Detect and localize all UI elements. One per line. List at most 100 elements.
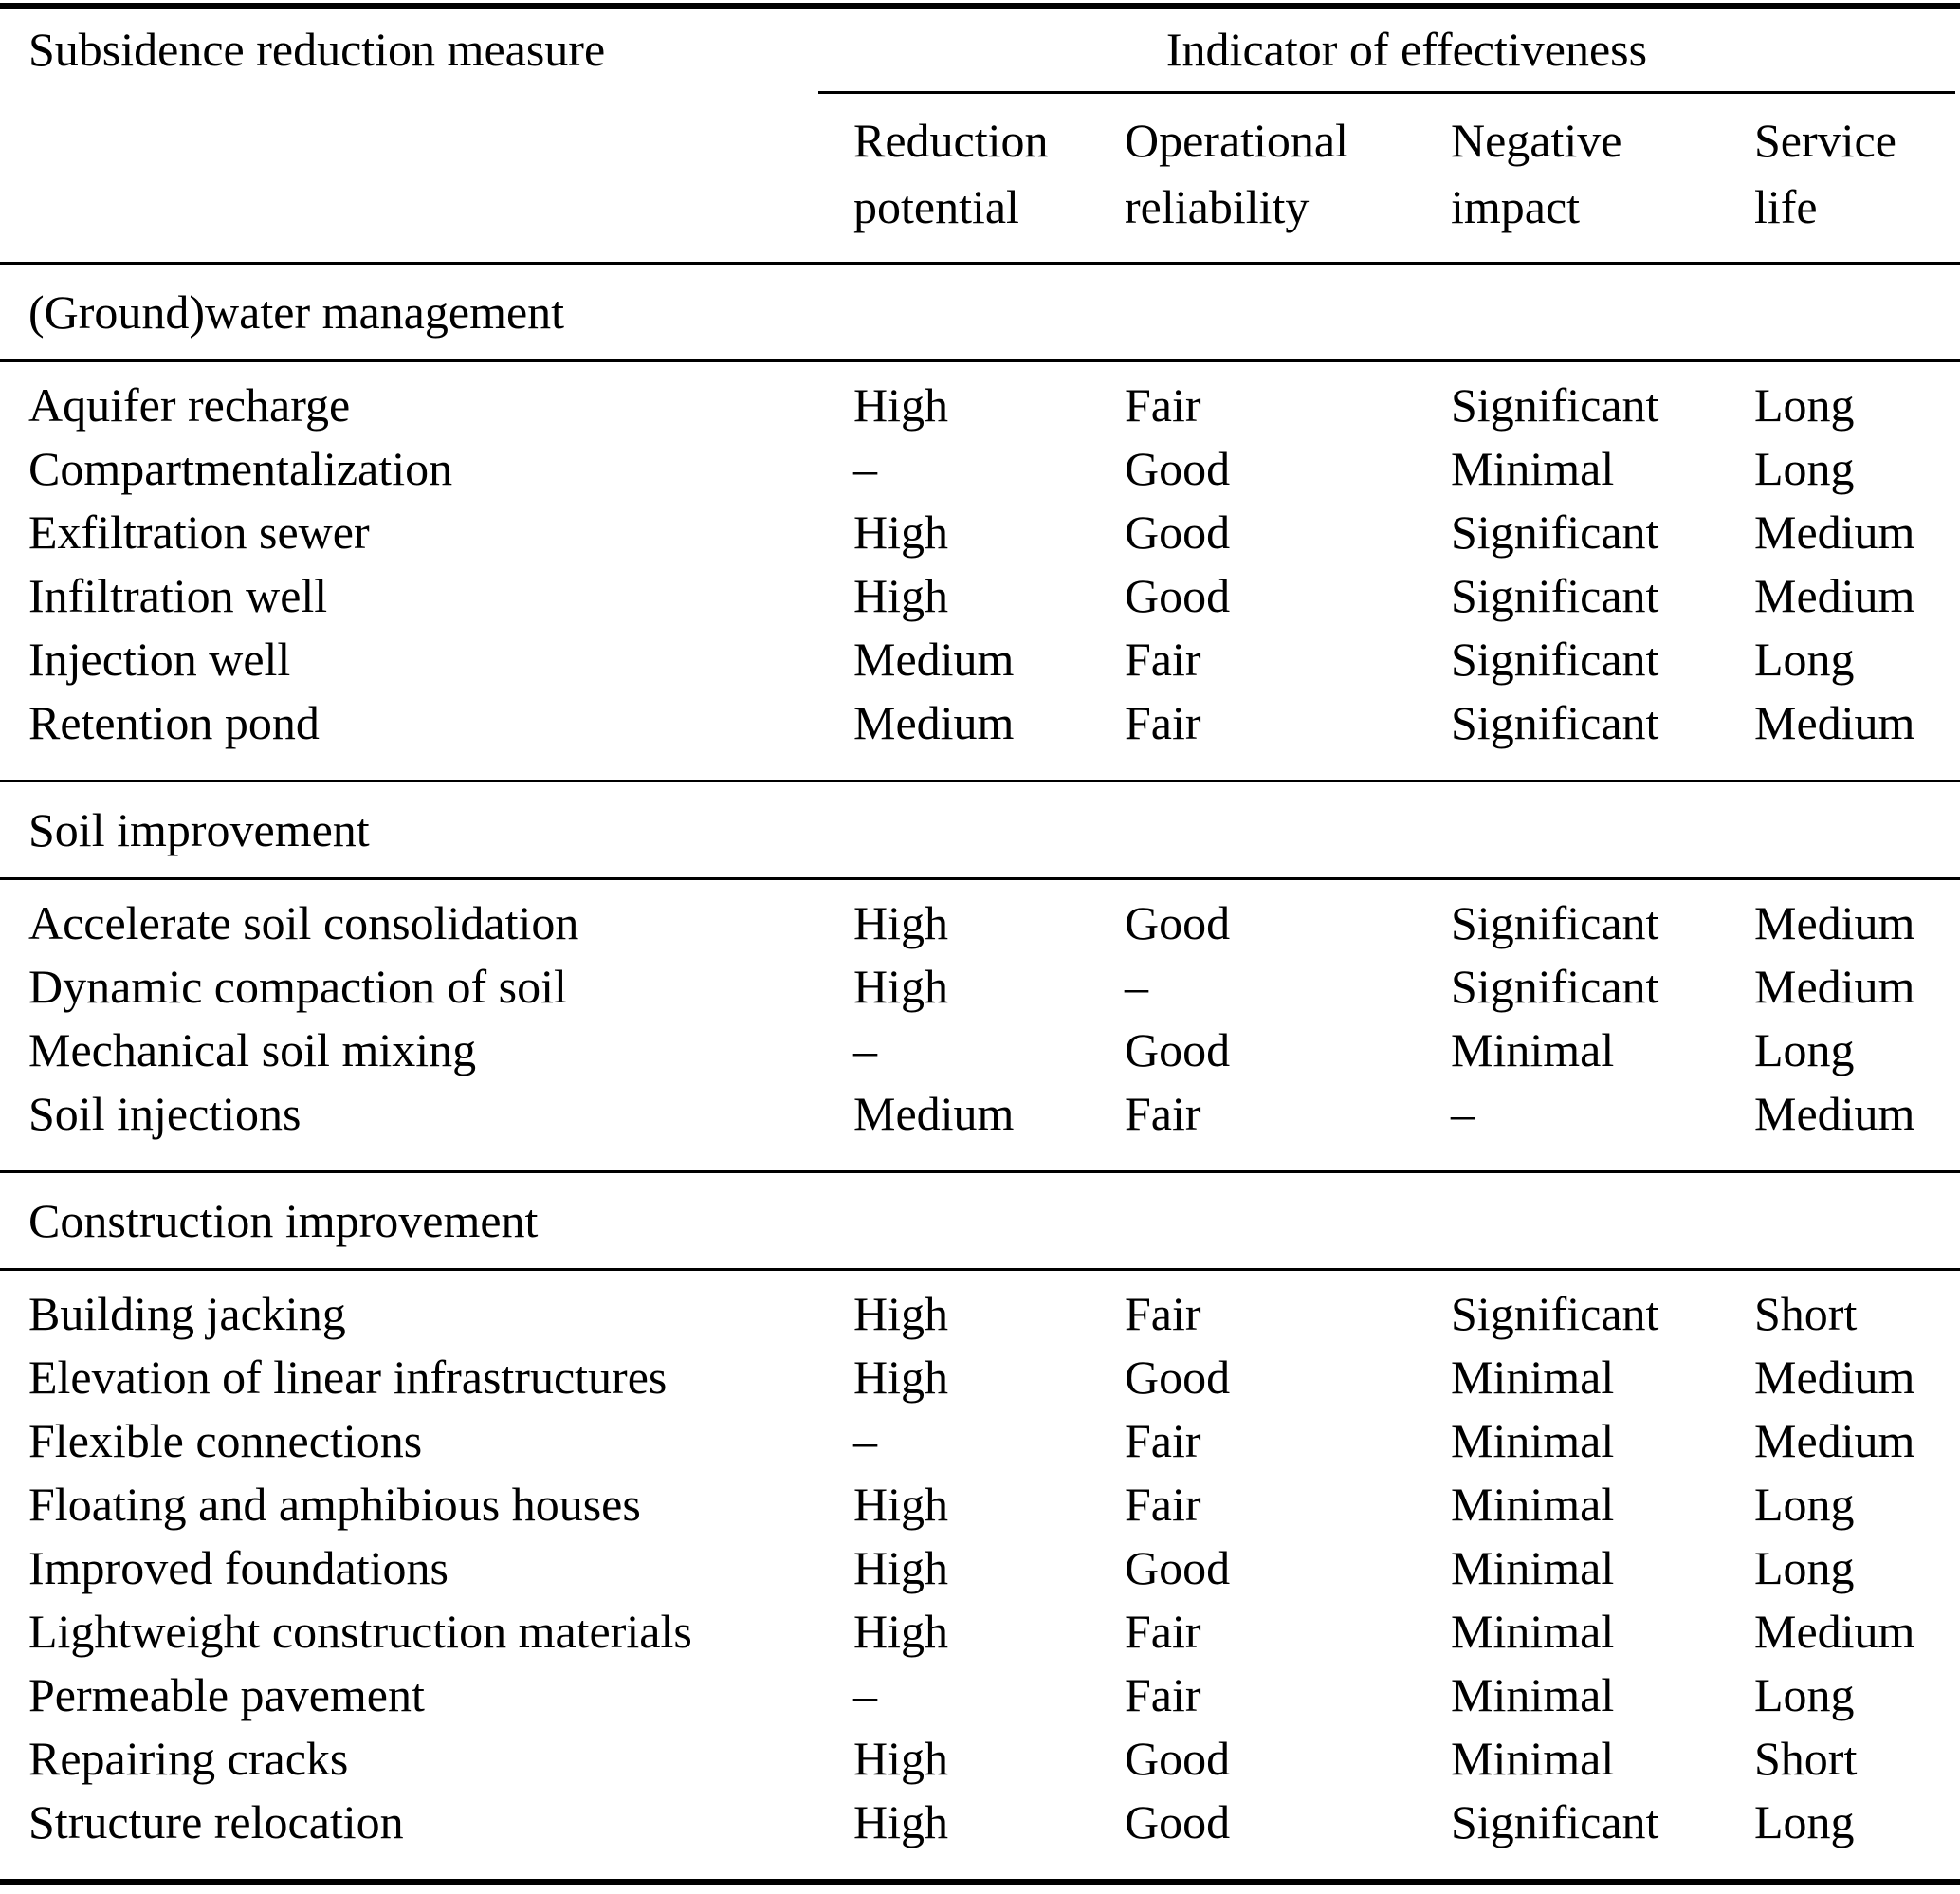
table-row: Aquifer recharge High Fair Significant L… xyxy=(0,374,1960,437)
reduction-potential-cell: – xyxy=(853,1414,877,1467)
service-life-cell: Long xyxy=(1754,1668,1855,1721)
section-title: Soil improvement xyxy=(28,803,370,856)
operational-reliability-cell: Good xyxy=(1125,1732,1231,1785)
section-top-rule xyxy=(0,262,1960,265)
section-header-row: (Ground)water management xyxy=(0,265,1960,359)
table-row: Repairing cracks High Good Minimal Short xyxy=(0,1727,1960,1791)
measure-cell: Elevation of linear infrastructures xyxy=(28,1351,668,1404)
measure-cell: Infiltration well xyxy=(28,569,328,622)
table-row: Exfiltration sewer High Good Significant… xyxy=(0,501,1960,564)
operational-reliability-cell: Fair xyxy=(1125,1287,1201,1340)
operational-reliability-cell: Fair xyxy=(1125,1478,1201,1531)
table-row: Mechanical soil mixing – Good Minimal Lo… xyxy=(0,1019,1960,1082)
service-life-cell: Long xyxy=(1754,633,1855,686)
operational-reliability-cell: Good xyxy=(1125,506,1231,559)
operational-reliability-cell: Fair xyxy=(1125,378,1201,432)
negative-impact-cell: Significant xyxy=(1451,569,1659,622)
negative-impact-cell: Minimal xyxy=(1451,1023,1615,1076)
negative-impact-cell: Minimal xyxy=(1451,1668,1615,1721)
measure-cell: Flexible connections xyxy=(28,1414,423,1467)
service-life-cell: Short xyxy=(1754,1287,1858,1340)
column-header-line: potential xyxy=(853,180,1019,233)
table-row: Infiltration well High Good Significant … xyxy=(0,564,1960,628)
service-life-cell: Short xyxy=(1754,1732,1858,1785)
reduction-potential-cell: High xyxy=(853,1287,948,1340)
column-header-line: Operational xyxy=(1125,114,1349,167)
column-header-line: impact xyxy=(1451,180,1581,233)
negative-impact-cell: Minimal xyxy=(1451,1541,1615,1594)
negative-impact-cell: Significant xyxy=(1451,896,1659,949)
table-row: Flexible connections – Fair Minimal Medi… xyxy=(0,1409,1960,1473)
column-header-measure: Subsidence reduction measure xyxy=(28,23,606,76)
reduction-potential-cell: High xyxy=(853,1478,948,1531)
operational-reliability-cell: Good xyxy=(1125,1795,1231,1848)
negative-impact-cell: Significant xyxy=(1451,506,1659,559)
negative-impact-cell: Minimal xyxy=(1451,1414,1615,1467)
table-row: Compartmentalization – Good Minimal Long xyxy=(0,437,1960,501)
table-row: Injection well Medium Fair Significant L… xyxy=(0,628,1960,691)
measure-cell: Dynamic compaction of soil xyxy=(28,960,567,1013)
negative-impact-cell: Minimal xyxy=(1451,1351,1615,1404)
negative-impact-cell: Minimal xyxy=(1451,1732,1615,1785)
section-body: Building jacking High Fair Significant S… xyxy=(0,1271,1960,1879)
operational-reliability-cell: Fair xyxy=(1125,1605,1201,1658)
measure-cell: Repairing cracks xyxy=(28,1732,349,1785)
service-life-cell: Medium xyxy=(1754,960,1915,1013)
measure-cell: Building jacking xyxy=(28,1287,346,1340)
section-title: Construction improvement xyxy=(28,1194,539,1247)
measure-cell: Lightweight construction materials xyxy=(28,1605,692,1658)
reduction-potential-cell: High xyxy=(853,896,948,949)
column-header-line: Negative xyxy=(1451,114,1622,167)
section-title-rule xyxy=(0,1268,1960,1271)
negative-impact-cell: Significant xyxy=(1451,378,1659,432)
table-row: Accelerate soil consolidation High Good … xyxy=(0,892,1960,955)
negative-impact-cell: Minimal xyxy=(1451,1478,1615,1531)
section-top-rule xyxy=(0,780,1960,782)
reduction-potential-cell: High xyxy=(853,1351,948,1404)
negative-impact-cell: Significant xyxy=(1451,1795,1659,1848)
table-row: Elevation of linear infrastructures High… xyxy=(0,1346,1960,1409)
measure-cell: Improved foundations xyxy=(28,1541,449,1594)
service-life-cell: Long xyxy=(1754,378,1855,432)
column-header-negative-impact: Negative impact xyxy=(1451,94,1754,262)
column-header-service-life: Service life xyxy=(1754,94,1960,262)
operational-reliability-cell: – xyxy=(1125,960,1148,1013)
service-life-cell: Long xyxy=(1754,1478,1855,1531)
measure-cell: Retention pond xyxy=(28,696,320,749)
operational-reliability-cell: Fair xyxy=(1125,1414,1201,1467)
operational-reliability-cell: Good xyxy=(1125,1351,1231,1404)
service-life-cell: Medium xyxy=(1754,569,1915,622)
table-row: Permeable pavement – Fair Minimal Long xyxy=(0,1664,1960,1727)
service-life-cell: Medium xyxy=(1754,1414,1915,1467)
table-section: Soil improvement Accelerate soil consoli… xyxy=(0,780,1960,1170)
column-header-line: Service xyxy=(1754,114,1896,167)
reduction-potential-cell: High xyxy=(853,569,948,622)
operational-reliability-cell: Fair xyxy=(1125,633,1201,686)
service-life-cell: Medium xyxy=(1754,696,1915,749)
section-title: (Ground)water management xyxy=(28,285,565,339)
service-life-cell: Medium xyxy=(1754,506,1915,559)
measure-cell: Permeable pavement xyxy=(28,1668,425,1721)
reduction-potential-cell: High xyxy=(853,960,948,1013)
service-life-cell: Long xyxy=(1754,1795,1855,1848)
table-subheader-row: Reduction potential Operational reliabil… xyxy=(0,94,1960,262)
reduction-potential-cell: Medium xyxy=(853,696,1015,749)
reduction-potential-cell: High xyxy=(853,506,948,559)
column-header-operational-reliability: Operational reliability xyxy=(1125,94,1451,262)
subheader-spacer xyxy=(28,94,853,262)
service-life-cell: Medium xyxy=(1754,896,1915,949)
measure-cell: Injection well xyxy=(28,633,291,686)
service-life-cell: Medium xyxy=(1754,1087,1915,1140)
reduction-potential-cell: Medium xyxy=(853,633,1015,686)
service-life-cell: Medium xyxy=(1754,1605,1915,1658)
table-bottom-rule xyxy=(0,1879,1960,1885)
column-header-line: life xyxy=(1754,180,1818,233)
reduction-potential-cell: High xyxy=(853,1541,948,1594)
column-header-reduction-potential: Reduction potential xyxy=(853,94,1125,262)
reduction-potential-cell: Medium xyxy=(853,1087,1015,1140)
measure-cell: Accelerate soil consolidation xyxy=(28,896,579,949)
table-section: (Ground)water management Aquifer recharg… xyxy=(0,262,1960,780)
section-body: Accelerate soil consolidation High Good … xyxy=(0,880,1960,1170)
table-row: Retention pond Medium Fair Significant M… xyxy=(0,691,1960,755)
reduction-potential-cell: High xyxy=(853,1605,948,1658)
